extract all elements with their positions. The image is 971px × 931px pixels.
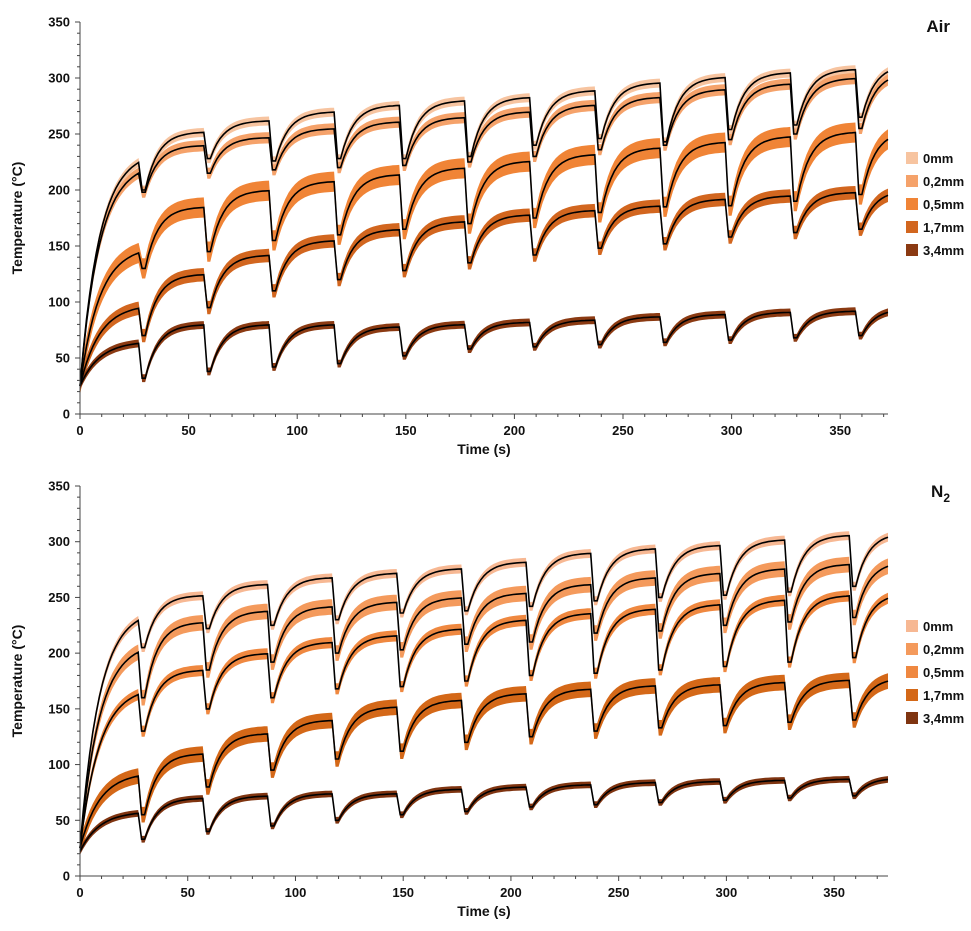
series-mean-line-1-3 xyxy=(79,131,889,387)
x-tick-label: 200 xyxy=(500,885,522,900)
series-band-2-2 xyxy=(80,556,888,856)
legend-swatch xyxy=(906,666,918,678)
y-tick-label: 0 xyxy=(63,407,70,422)
legend-label: 0,2mm xyxy=(923,174,964,189)
y-tick-label: 50 xyxy=(56,813,70,828)
legend-label: 0mm xyxy=(923,619,953,634)
x-tick-label: 0 xyxy=(76,885,83,900)
x-tick-label: 150 xyxy=(395,423,417,438)
legend-swatch xyxy=(906,712,918,724)
y-tick-label: 350 xyxy=(48,15,70,30)
legend-swatch xyxy=(906,643,918,655)
x-tick-label: 200 xyxy=(504,423,526,438)
y-tick-label: 150 xyxy=(48,701,70,716)
y-tick-label: 100 xyxy=(48,295,70,310)
legend-label: 3,4mm xyxy=(923,243,964,258)
x-tick-label: 150 xyxy=(392,885,414,900)
legend-swatch xyxy=(906,198,918,210)
y-tick-label: 200 xyxy=(48,183,70,198)
y-tick-label: 300 xyxy=(48,71,70,86)
y-tick-label: 100 xyxy=(48,757,70,772)
x-tick-label: 50 xyxy=(180,885,194,900)
x-tick-label: 100 xyxy=(285,885,307,900)
legend-swatch xyxy=(906,244,918,256)
series-mean-line-1-1 xyxy=(79,68,889,387)
legend-label: 0mm xyxy=(923,151,953,166)
x-tick-label: 250 xyxy=(612,423,634,438)
chart-panel-2: 0 50 100 150 200 250 300 350 0 50 100 150 200 250 300 3… xyxy=(9,479,964,920)
x-tick-label: 0 xyxy=(76,423,83,438)
series-mean-line-2-4 xyxy=(79,679,889,849)
chart-panel-1: 0 50 100 150 200 250 300 350 0 50 100 150 200 250 300 3… xyxy=(9,15,964,458)
legend-label: 0,5mm xyxy=(923,197,964,212)
legend-label: 3,4mm xyxy=(923,711,964,726)
legend-swatch xyxy=(906,221,918,233)
x-tick-label: 50 xyxy=(181,423,195,438)
series-mean-line-2-2 xyxy=(79,563,889,849)
series-mean-line-2-1 xyxy=(79,534,889,849)
x-tick-label: 250 xyxy=(608,885,630,900)
y-tick-label: 250 xyxy=(48,590,70,605)
panel-title: Air xyxy=(926,17,950,36)
legend-label: 1,7mm xyxy=(923,688,964,703)
x-tick-label: 350 xyxy=(829,423,851,438)
y-axis-title: Temperature (°C) xyxy=(9,162,25,275)
x-tick-label: 100 xyxy=(286,423,308,438)
x-tick-label: 300 xyxy=(721,423,743,438)
series-band-2-1 xyxy=(80,531,888,853)
series-band-2-5 xyxy=(80,775,888,855)
y-tick-label: 350 xyxy=(48,479,70,494)
x-tick-label: 300 xyxy=(716,885,738,900)
x-tick-label: 350 xyxy=(823,885,845,900)
series-mean-line-1-5 xyxy=(79,310,889,387)
y-tick-label: 300 xyxy=(48,534,70,549)
series-mean-line-1-2 xyxy=(79,77,889,387)
y-tick-label: 150 xyxy=(48,239,70,254)
legend-label: 0,5mm xyxy=(923,665,964,680)
x-axis-title: Time (s) xyxy=(457,903,510,919)
y-axis-title: Temperature (°C) xyxy=(9,625,25,738)
y-tick-label: 250 xyxy=(48,127,70,142)
series-mean-line-2-5 xyxy=(79,778,889,852)
series-band-1-5 xyxy=(80,307,888,390)
series-mean-line-1-4 xyxy=(79,191,889,387)
x-axis-title: Time (s) xyxy=(457,441,510,457)
legend-swatch xyxy=(906,175,918,187)
legend-label: 0,2mm xyxy=(923,642,964,657)
series-mean-line-2-3 xyxy=(79,595,889,849)
y-tick-label: 200 xyxy=(48,646,70,661)
series-band-2-3 xyxy=(80,590,888,854)
y-tick-label: 0 xyxy=(63,869,70,884)
legend-swatch xyxy=(906,152,918,164)
series-band-1-3 xyxy=(80,122,888,397)
series-band-2-4 xyxy=(80,672,888,856)
series-band-1-4 xyxy=(80,186,888,393)
legend-swatch xyxy=(906,689,918,701)
panel-title: N2 xyxy=(931,482,950,505)
y-tick-label: 50 xyxy=(56,351,70,366)
legend-label: 1,7mm xyxy=(923,220,964,235)
legend-swatch xyxy=(906,620,918,632)
